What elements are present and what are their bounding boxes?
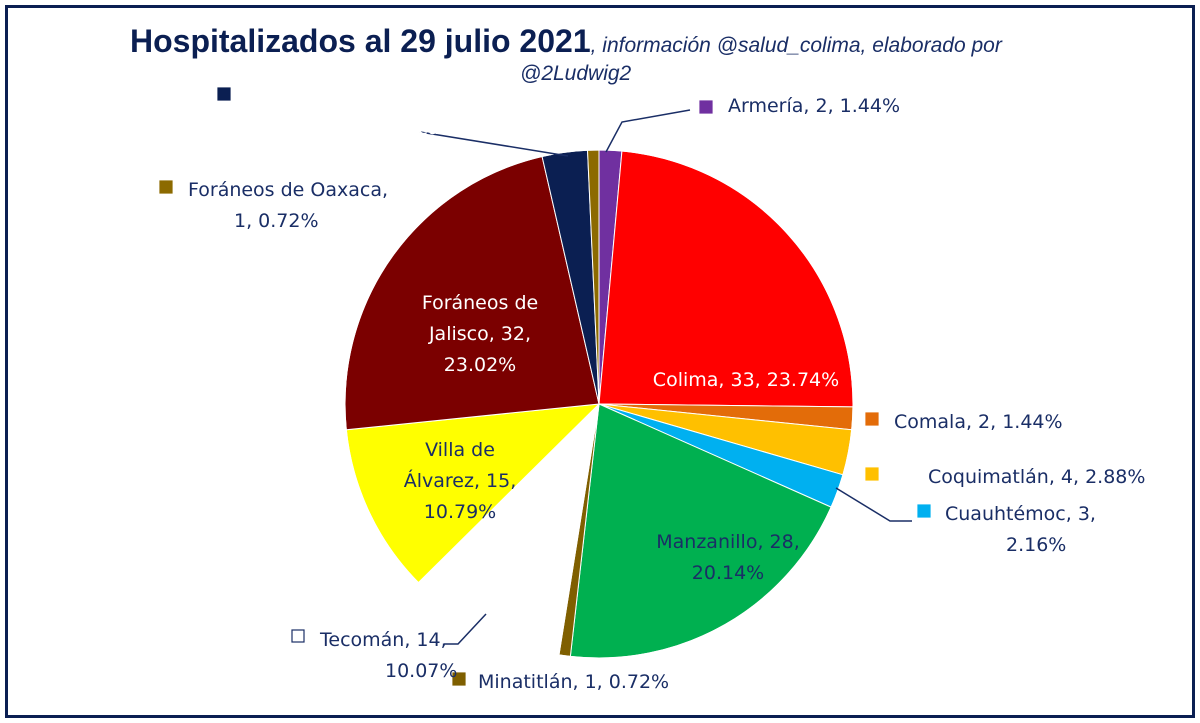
data-label-for-neos-de-jalisco: Foráneos de Jalisco, 32, 23.02%: [422, 292, 538, 376]
legend-marker-tecom-n: [291, 629, 305, 643]
data-label-minatitl-n: Minatitlán, 1, 0.72%: [478, 671, 669, 693]
data-label-cuauht-moc: Cuauhtémoc, 3, 2.16%: [945, 503, 1096, 556]
pie-outline: [344, 149, 854, 659]
data-label-for-neos-de-oaxaca: Foráneos de Oaxaca, 1, 0.72%: [188, 179, 388, 232]
data-label-comala: Comala, 2, 1.44%: [894, 411, 1063, 433]
legend-marker-for-neos-de-michoacan: [217, 87, 231, 101]
legend-marker-coquimatl-n: [865, 467, 879, 481]
legend-marker-comala: [865, 412, 879, 426]
chart-subtitle-author: @2Ludwig2: [520, 62, 632, 85]
chart-frame: [5, 5, 1195, 718]
data-label-coquimatl-n: Coquimatlán, 4, 2.88%: [928, 466, 1145, 488]
leader-line-tecom-n: [444, 613, 487, 645]
legend-marker-minatitl-n: [452, 672, 466, 686]
legend-marker-armer-a: [699, 100, 713, 114]
chart-title: Hospitalizados al 29 julio 2021: [130, 23, 591, 59]
leader-line-cuauht-moc: [835, 487, 912, 522]
legend-marker-for-neos-de-oaxaca: [159, 180, 173, 194]
data-label-manzanillo: Manzanillo, 28, 20.14%: [656, 531, 800, 584]
chart-subtitle: , información @salud_colima, elaborado p…: [591, 34, 1003, 57]
data-label-armer-a: Armería, 2, 1.44%: [728, 95, 900, 117]
leader-line-for-neos-de-michoacan: [419, 131, 569, 157]
data-label-colima: Colima, 33, 23.74%: [653, 369, 839, 391]
data-label-tecom-n: Tecomán, 14, 10.07%: [319, 629, 457, 682]
data-label-villa-de-lvarez: Villa de Álvarez, 15, 10.79%: [404, 439, 517, 523]
data-label-for-neos-de-michoacan: Foráneos de Michoacan, 4, 2.88%: [288, 86, 548, 139]
leader-line-armer-a: [605, 109, 691, 153]
legend-marker-cuauht-moc: [917, 504, 931, 518]
chart-title-line1: Hospitalizados al 29 julio 2021, informa…: [130, 23, 1003, 59]
